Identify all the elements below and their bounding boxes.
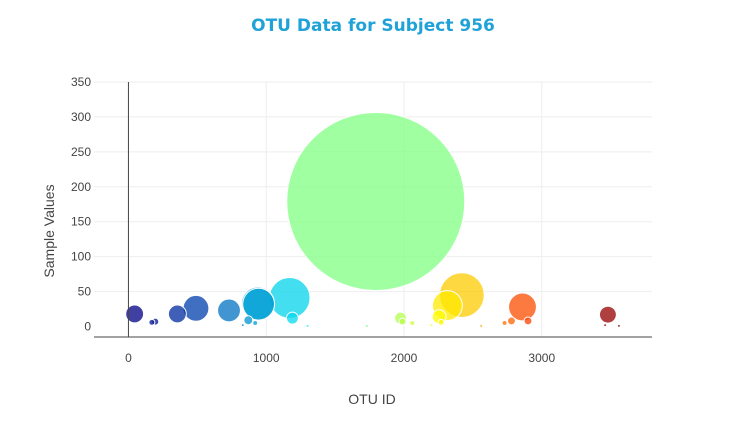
x-axis-title: OTU ID [348, 391, 395, 407]
bubble-marker[interactable] [240, 323, 245, 328]
bubble-marker[interactable] [167, 304, 187, 324]
bubble-marker[interactable] [616, 323, 621, 328]
bubble-marker[interactable] [252, 320, 259, 327]
bubble-marker[interactable] [437, 318, 445, 326]
bubble-marker[interactable] [242, 287, 276, 321]
bubble-marker[interactable] [508, 292, 537, 322]
x-tick-label: 0 [125, 351, 132, 365]
x-tick-label: 1000 [253, 351, 280, 365]
bubble-marker[interactable] [479, 323, 484, 328]
bubble-marker[interactable] [603, 323, 608, 328]
bubble-marker[interactable] [364, 323, 369, 328]
bubble-marker[interactable] [429, 323, 434, 328]
bubble-marker[interactable] [217, 298, 241, 323]
bubble-marker[interactable] [286, 111, 466, 291]
bubble-marker[interactable] [125, 304, 145, 324]
bubble-marker[interactable] [506, 316, 516, 326]
bubble-marker[interactable] [243, 315, 254, 326]
y-tick-label: 100 [71, 250, 91, 264]
bubble-marker[interactable] [148, 318, 156, 326]
y-tick-label: 250 [71, 145, 91, 159]
y-tick-label: 350 [71, 75, 91, 89]
axes: 0 50 100 150 200 250 300 350 0 1000 2000 3000 [71, 75, 652, 365]
bubble-marker[interactable] [182, 294, 210, 322]
bubble-marker[interactable] [285, 311, 299, 325]
bubble-marker[interactable] [501, 320, 508, 327]
chart-title: OTU Data for Subject 956 [251, 16, 495, 36]
bubble-marker[interactable] [305, 323, 310, 328]
x-tick-label: 3000 [528, 351, 555, 365]
y-tick-label: 0 [84, 320, 91, 334]
bubbles [125, 111, 621, 328]
y-tick-label: 300 [71, 110, 91, 124]
y-tick-label: 150 [71, 215, 91, 229]
bubble-marker[interactable] [409, 320, 416, 327]
bubble-marker[interactable] [268, 276, 311, 319]
x-tick-label: 2000 [391, 351, 418, 365]
bubble-marker[interactable] [598, 305, 617, 324]
y-axis-title: Sample Values [41, 184, 57, 277]
y-tick-label: 50 [78, 285, 92, 299]
bubble-marker[interactable] [523, 316, 533, 326]
bubble-marker[interactable] [398, 317, 407, 326]
y-tick-label: 200 [71, 180, 91, 194]
